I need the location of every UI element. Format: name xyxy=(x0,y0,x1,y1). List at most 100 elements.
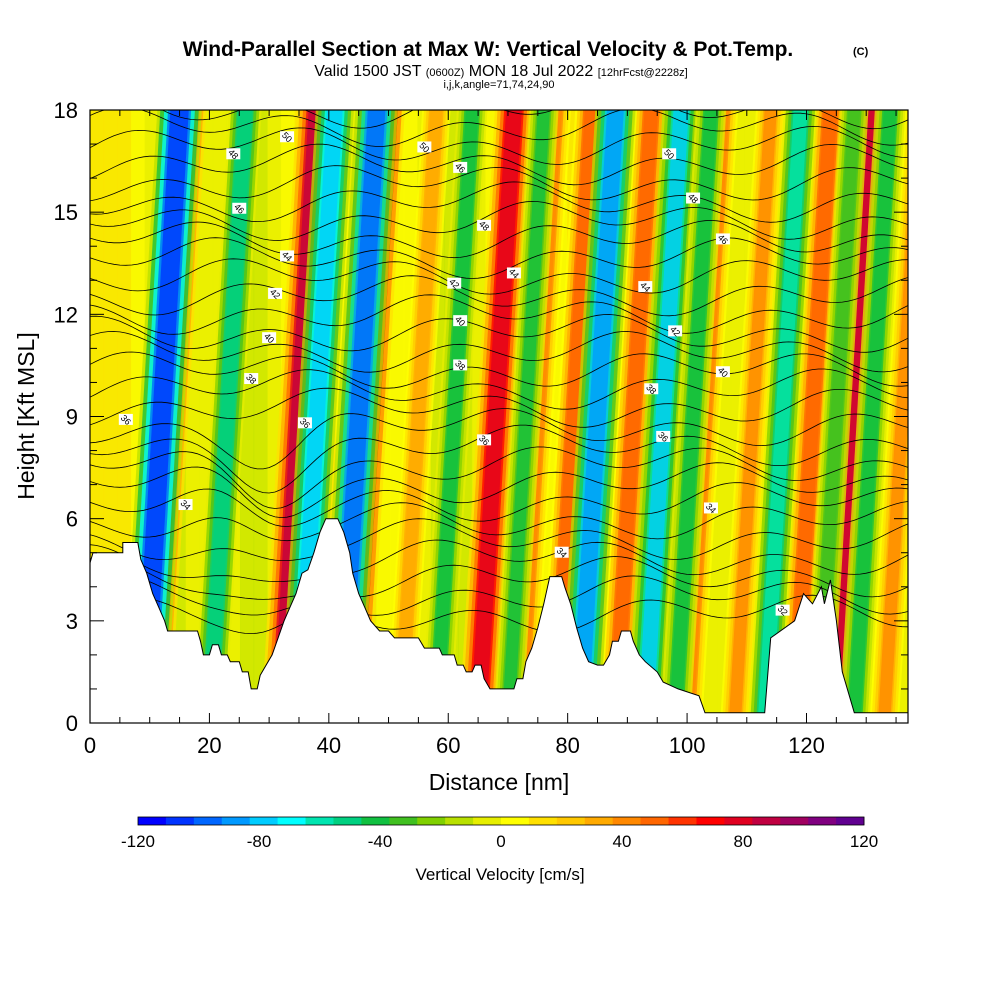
contour-label: 48 xyxy=(686,191,700,205)
theta-contour-line xyxy=(90,408,908,470)
contour-label-group: 50 48 46 44 42 40 38 36 36 34 50 46 48 44 42 40 38 36 34 50… xyxy=(119,130,790,618)
contour-label-bg xyxy=(244,373,259,385)
title-valid-utc: (0600Z) xyxy=(426,67,465,79)
colorbar-segment xyxy=(165,817,195,825)
title-valid-date: MON 18 Jul 2022 xyxy=(469,63,594,80)
contour-label-text: 42 xyxy=(668,324,682,338)
contour-label-bg xyxy=(178,499,193,511)
contour-label-text: 42 xyxy=(268,287,282,301)
downdraft-column xyxy=(757,110,808,723)
contour-label-bg xyxy=(775,604,790,616)
updraft-column xyxy=(878,210,908,723)
y-tick-label: 12 xyxy=(54,302,78,327)
title-main-text: Wind-Parallel Section at Max W: Vertical… xyxy=(183,38,794,61)
colorbar-segment xyxy=(752,817,781,825)
colorbar-segment xyxy=(528,817,558,825)
theta-contour-line xyxy=(90,446,908,509)
y-tick-label: 3 xyxy=(66,609,78,634)
y-tick-label: 0 xyxy=(66,711,78,736)
contour-label-bg xyxy=(280,131,295,143)
contour-label-bg xyxy=(118,413,133,425)
contour-label-bg xyxy=(638,281,653,293)
contour-label-bg xyxy=(280,250,295,262)
theta-contour-line xyxy=(90,200,908,241)
contour-label-bg xyxy=(417,141,432,153)
plot-area: 50 48 46 44 42 40 38 36 36 34 50 46 48 44 42 40 38 36 34 50… xyxy=(90,110,908,723)
title-forecast: [12hrFcst@2228z] xyxy=(598,67,688,79)
contour-label: 48 xyxy=(226,147,240,161)
contour-label-text: 44 xyxy=(638,280,652,294)
theta-contour-line xyxy=(90,556,908,600)
updraft-column xyxy=(470,110,522,723)
contour-label-text: 44 xyxy=(280,249,294,263)
contour-label-bg xyxy=(268,287,283,299)
y-axis-title: Height [Kft MSL] xyxy=(13,332,39,499)
downdraft-column xyxy=(637,110,689,723)
contour-label: 36 xyxy=(656,430,670,444)
contour-label-text: 48 xyxy=(226,147,240,161)
colorbar-title: Vertical Velocity [cm/s] xyxy=(415,865,584,884)
theta-contour-line xyxy=(90,351,908,389)
contour-label-text: 40 xyxy=(262,331,276,345)
contour-label-text: 32 xyxy=(776,604,790,618)
colorbar-segment xyxy=(445,817,474,825)
contour-label-bg xyxy=(662,148,677,160)
contour-label-bg xyxy=(644,383,659,395)
downdraft-column xyxy=(501,110,550,723)
theta-contour-line xyxy=(90,143,908,186)
contour-label-bg xyxy=(226,148,241,160)
colorbar-segment xyxy=(640,817,669,825)
title-valid-prefix: Valid 1500 JST xyxy=(314,63,422,80)
theta-contour-line xyxy=(90,518,908,561)
contour-label-bg xyxy=(477,434,492,446)
colorbar-segment xyxy=(361,817,390,825)
colorbar-tick-label: 120 xyxy=(850,832,878,851)
contour-label: 50 xyxy=(280,130,294,144)
x-tick-label: 40 xyxy=(317,733,341,758)
theta-contour-line xyxy=(90,462,908,519)
contour-label: 34 xyxy=(704,501,718,515)
contour-label-text: 42 xyxy=(447,277,461,291)
contour-label-bg xyxy=(668,325,683,337)
colorbar-segment xyxy=(836,817,865,825)
contour-label: 50 xyxy=(662,147,676,161)
downdraft-column xyxy=(812,110,861,723)
updraft-column xyxy=(608,110,659,723)
contour-label: 34 xyxy=(555,546,569,560)
contour-label: 44 xyxy=(507,266,521,280)
colorbar-segment xyxy=(668,817,697,825)
contour-label: 38 xyxy=(244,372,258,386)
theta-contour-line xyxy=(90,594,908,635)
contour-label: 48 xyxy=(477,219,491,233)
contour-label-text: 46 xyxy=(453,161,467,175)
colorbar-segment xyxy=(249,817,279,825)
contour-label: 38 xyxy=(644,382,658,396)
contour-label-text: 50 xyxy=(662,147,676,161)
x-tick-label: 100 xyxy=(669,733,706,758)
contour-label: 40 xyxy=(453,314,467,328)
colorbar-segment xyxy=(138,817,167,825)
contour-label: 44 xyxy=(280,249,294,263)
title-main: Wind-Parallel Section at Max W: Vertical… xyxy=(183,38,794,61)
colorbar-segment xyxy=(277,817,306,825)
colorbar-segment xyxy=(584,817,614,825)
colorbar-tick-label: 80 xyxy=(734,832,753,851)
colorbar-frame xyxy=(137,816,865,826)
colorbar-tick-label: 40 xyxy=(613,832,632,851)
theta-contour-line xyxy=(90,275,908,317)
colorbar: -120 -80 -40 0 40 80 120 xyxy=(121,816,878,851)
colorbar-segment xyxy=(333,817,362,825)
contour-label-bg xyxy=(477,219,492,231)
contour-label-bg xyxy=(262,332,277,344)
contour-label: 50 xyxy=(417,140,431,154)
contour-label: 42 xyxy=(447,277,461,291)
y-tick-label: 6 xyxy=(66,507,78,532)
colorbar-tick-label: 0 xyxy=(496,832,505,851)
colorbar-segment xyxy=(221,817,251,825)
colorbar-segment xyxy=(612,817,642,825)
contour-label: 34 xyxy=(178,498,192,512)
contour-label-text: 46 xyxy=(716,232,730,246)
contour-label-bg xyxy=(656,430,671,442)
contour-label-text: 48 xyxy=(477,219,491,233)
x-tick-label: 20 xyxy=(197,733,221,758)
